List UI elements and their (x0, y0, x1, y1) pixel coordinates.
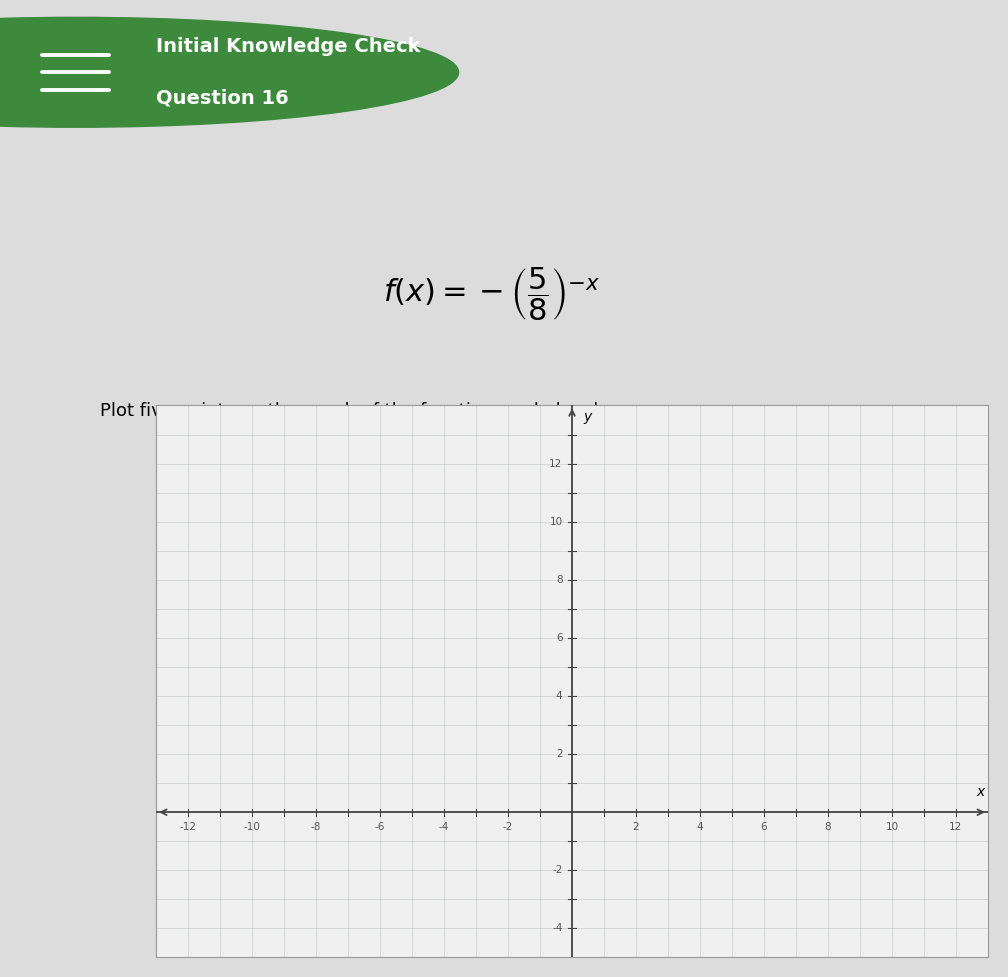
Text: x: x (977, 786, 985, 799)
Text: 12: 12 (950, 823, 963, 832)
Text: y: y (584, 409, 592, 424)
Text: -2: -2 (503, 823, 513, 832)
Text: 10: 10 (885, 823, 898, 832)
Text: 8: 8 (825, 823, 832, 832)
Text: Question 16: Question 16 (156, 89, 289, 107)
Text: -6: -6 (375, 823, 385, 832)
Text: 6: 6 (761, 823, 767, 832)
Text: -4: -4 (438, 823, 450, 832)
Text: 4: 4 (697, 823, 704, 832)
Text: $f(x)=-\left(\dfrac{5}{8}\right)^{-x}$: $f(x)=-\left(\dfrac{5}{8}\right)^{-x}$ (383, 266, 601, 323)
Text: 2: 2 (555, 749, 562, 759)
Text: Initial Knowledge Check: Initial Knowledge Check (156, 37, 420, 56)
Text: -8: -8 (311, 823, 322, 832)
Text: 2: 2 (633, 823, 639, 832)
Text: Plot five points on the graph of the function, and also dr: Plot five points on the graph of the fun… (100, 402, 606, 420)
Text: 4: 4 (555, 691, 562, 701)
Text: -2: -2 (552, 866, 562, 875)
Text: -10: -10 (244, 823, 261, 832)
Text: 8: 8 (555, 574, 562, 585)
Text: 6: 6 (555, 633, 562, 643)
Text: 12: 12 (549, 458, 562, 469)
Text: -4: -4 (552, 923, 562, 933)
Circle shape (0, 18, 459, 127)
Text: -12: -12 (179, 823, 197, 832)
Text: 10: 10 (549, 517, 562, 527)
